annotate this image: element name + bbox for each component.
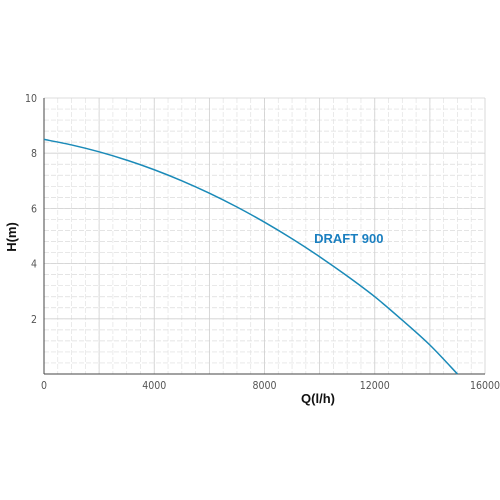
y-tick-label: 4 xyxy=(31,259,37,271)
x-tick-labels: 0 4000 8000 12000 16000 xyxy=(41,380,500,392)
y-tick-label: 10 xyxy=(25,93,37,105)
y-axis-title: H(m) xyxy=(4,222,19,252)
y-tick-label: 8 xyxy=(31,148,37,160)
series-layer: DRAFT 900 xyxy=(43,138,458,375)
major-grid xyxy=(44,97,486,374)
x-tick-label: 8000 xyxy=(252,380,276,392)
x-tick-label: 4000 xyxy=(142,380,166,392)
x-tick-label: 16000 xyxy=(470,380,500,392)
x-axis-title: Q(l/h) xyxy=(301,391,335,406)
y-tick-label: 6 xyxy=(31,203,37,215)
series-line-draft-900 xyxy=(43,138,458,375)
x-tick-label: 0 xyxy=(41,380,47,392)
y-tick-label: 2 xyxy=(31,314,37,326)
axes xyxy=(43,98,485,375)
series-label-draft-900: DRAFT 900 xyxy=(314,231,383,246)
x-tick-label: 12000 xyxy=(360,380,390,392)
y-tick-labels: 2 4 6 8 10 xyxy=(25,93,37,326)
